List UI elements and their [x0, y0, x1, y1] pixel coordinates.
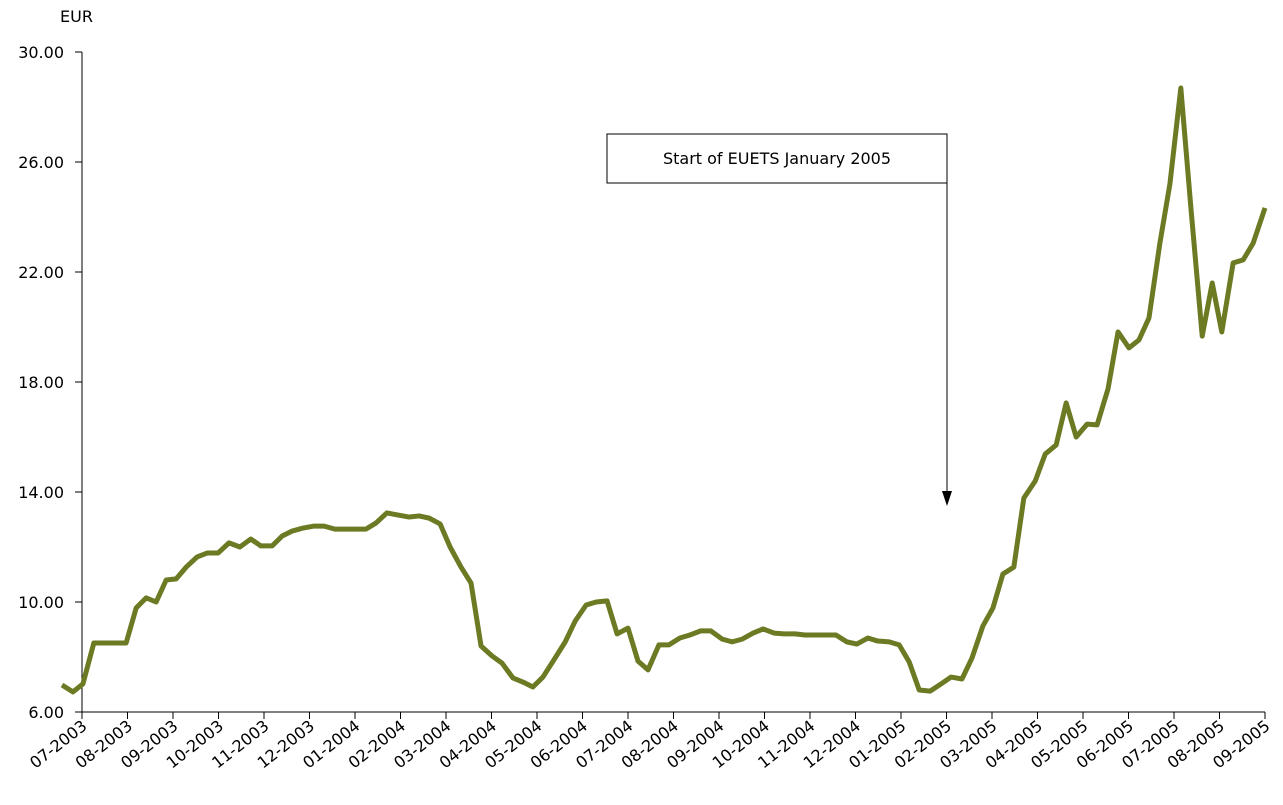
y-tick-label: 10.00	[18, 593, 64, 612]
annotation-box	[606, 133, 948, 184]
y-axis-label: EUR	[60, 7, 93, 26]
y-tick-label: 22.00	[18, 263, 64, 282]
y-tick-label: 18.00	[18, 373, 64, 392]
arrow-head	[942, 491, 952, 506]
y-tick-label: 30.00	[18, 43, 64, 62]
y-tick-label: 14.00	[18, 483, 64, 502]
y-tick-label: 26.00	[18, 153, 64, 172]
annotation: Start of EUETS January 2005	[663, 149, 891, 168]
y-tick-label: 6.00	[28, 703, 64, 722]
price-line	[60, 85, 1268, 695]
